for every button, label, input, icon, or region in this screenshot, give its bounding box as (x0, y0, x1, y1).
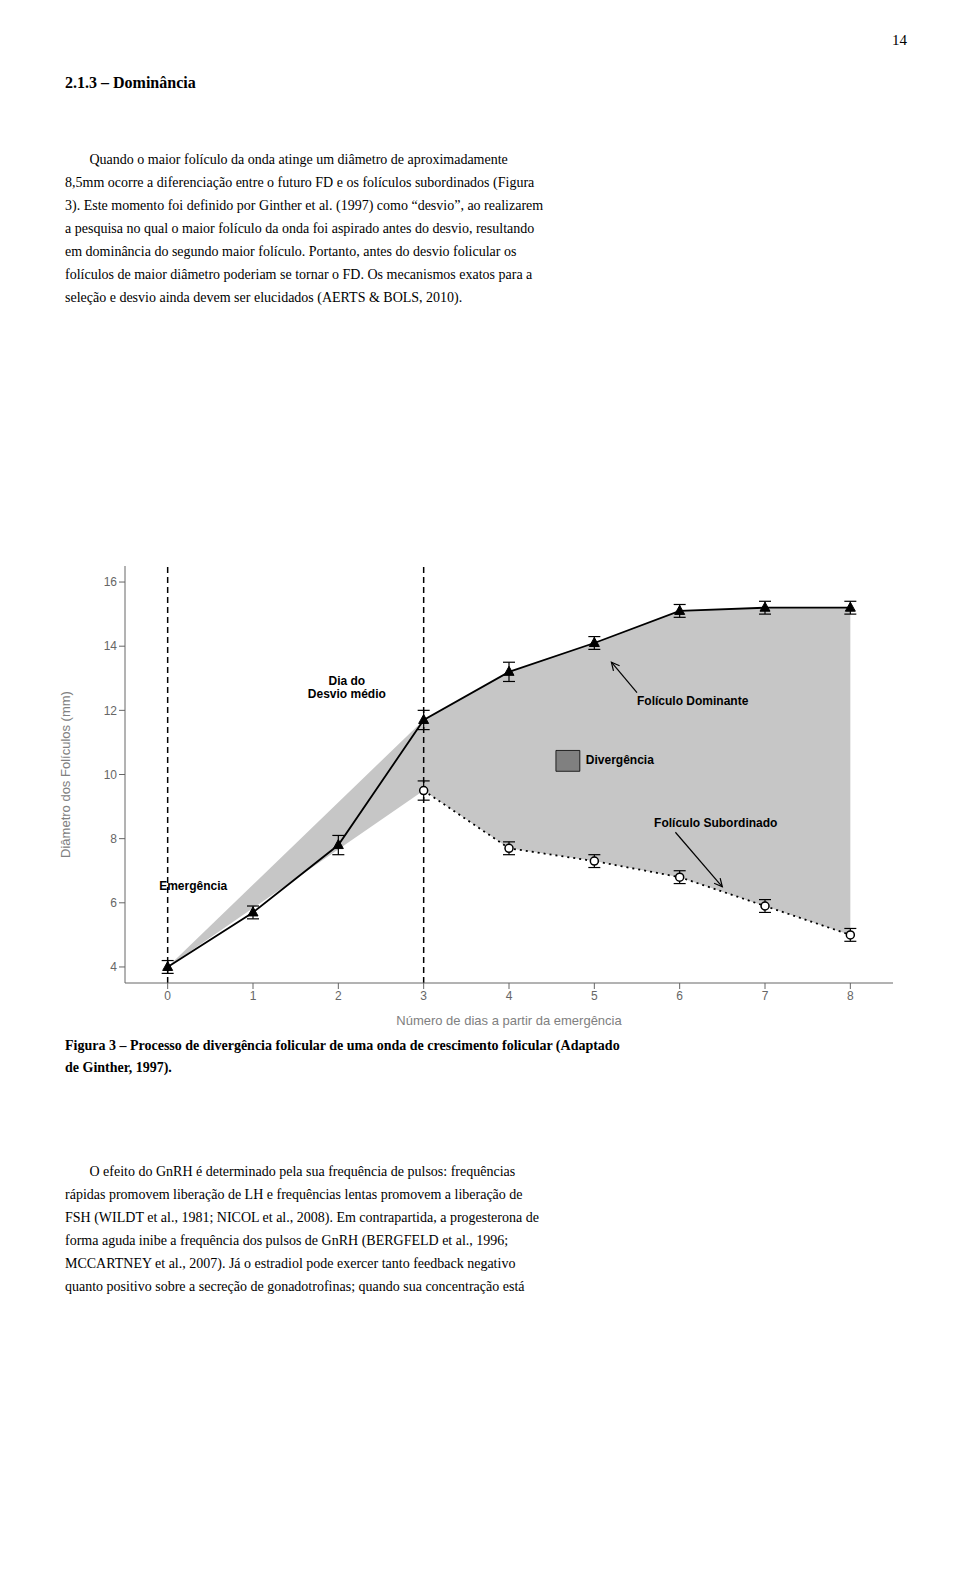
svg-text:Divergência: Divergência (586, 753, 654, 767)
svg-text:Diâmetro dos Folículos (mm): Diâmetro dos Folículos (mm) (58, 691, 73, 858)
html-text:Quando o maior folículo da ond: Quando o maior folículo da onda atinge u… (65, 152, 508, 167)
html-text:em dominância do segundo maior: em dominância do segundo maior folículo.… (65, 244, 517, 259)
html-text:3). Este momento foi definido: 3). Este momento foi definido por Ginthe… (65, 198, 544, 213)
html-text:FSH (WILDT et al., 1981; NICOL: FSH (WILDT et al., 1981; NICOL et al., 2… (65, 1210, 539, 1225)
svg-text:4: 4 (110, 960, 117, 974)
html-text:MCCARTNEY et al., 2007). Já o: MCCARTNEY et al., 2007). Já o estradiol … (65, 1256, 516, 1271)
html-text:14: 14 (892, 32, 907, 48)
html-text:rápidas promovem liberação de: rápidas promovem liberação de LH e frequ… (65, 1187, 523, 1202)
html-text:de Ginther, 1997).: de Ginther, 1997). (65, 1060, 172, 1075)
svg-text:8: 8 (847, 989, 854, 1003)
svg-text:3: 3 (420, 989, 427, 1003)
html-text:Figura 3 – Processo de divergê: Figura 3 – Processo de divergência folic… (65, 1038, 620, 1053)
svg-text:6: 6 (676, 989, 683, 1003)
html-text:a pesquisa no qual o maior fol: a pesquisa no qual o maior folículo da o… (65, 221, 535, 236)
svg-text:8: 8 (110, 832, 117, 846)
svg-text:Emergência: Emergência (159, 879, 227, 893)
html-text:seleção e desvio ainda devem s: seleção e desvio ainda devem ser elucida… (65, 290, 463, 305)
svg-text:0: 0 (164, 989, 171, 1003)
svg-text:12: 12 (104, 704, 118, 718)
svg-text:1: 1 (250, 989, 257, 1003)
svg-text:Folículo Subordinado: Folículo Subordinado (654, 816, 777, 830)
svg-text:2: 2 (335, 989, 342, 1003)
svg-text:16: 16 (104, 575, 118, 589)
svg-text:5: 5 (591, 989, 598, 1003)
svg-text:Folículo Dominante: Folículo Dominante (637, 694, 749, 708)
svg-text:Dia doDesvio médio: Dia doDesvio médio (308, 674, 386, 701)
html-text:quanto positivo sobre a secreç: quanto positivo sobre a secreção de gona… (65, 1279, 525, 1294)
svg-text:Número de dias a partir da eme: Número de dias a partir da emergência (396, 1013, 622, 1028)
html-text:folículos de maior diâmetro po: folículos de maior diâmetro poderiam se … (65, 267, 533, 282)
svg-text:4: 4 (506, 989, 513, 1003)
svg-text:6: 6 (110, 896, 117, 910)
html-text:2.1.3 – Dominância: 2.1.3 – Dominância (65, 74, 196, 91)
html-text:O efeito do GnRH é determinado: O efeito do GnRH é determinado pela sua … (65, 1164, 516, 1179)
html-text:8,5mm ocorre a diferenciação e: 8,5mm ocorre a diferenciação entre o fut… (65, 175, 535, 190)
html-text:forma aguda inibe a frequência: forma aguda inibe a frequência dos pulso… (65, 1233, 509, 1248)
svg-text:14: 14 (104, 639, 118, 653)
svg-text:10: 10 (104, 768, 118, 782)
svg-text:7: 7 (762, 989, 769, 1003)
